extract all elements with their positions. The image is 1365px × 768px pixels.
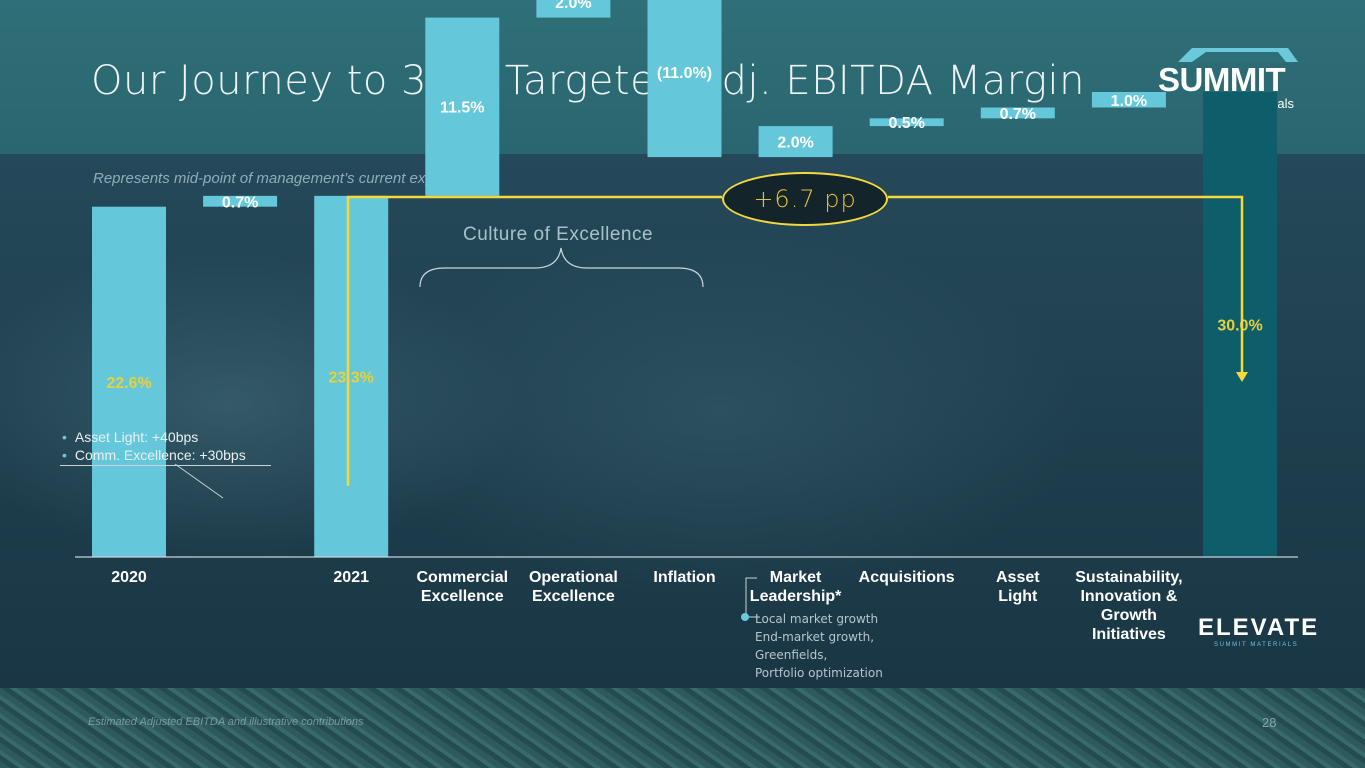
category-label-line: 2020 [111,569,147,586]
category-label: Sustainability, Innovation & Growth Initiat… [1069,568,1189,644]
category-label-line: Commercial [416,569,509,586]
note-item: • Asset Light: +40bps [62,429,199,445]
bar [314,195,389,557]
data-label: 0.7% [222,194,258,211]
bullet-icon: • [62,429,67,445]
category-label-line: Acquisitions [858,569,955,586]
data-label: 2.0% [555,0,591,12]
data-label: 22.6% [106,375,151,392]
category-label-line: Growth [1100,607,1157,624]
market-note: Local market growth [755,612,879,626]
callout-badge: +6.7 pp [722,172,888,226]
category-label-line: Excellence [532,588,615,605]
market-note: Greenfields, [755,648,828,662]
note-list: • Asset Light: +40bps • Comm. Excellence: … [62,428,246,464]
data-label: 30.0% [1217,318,1262,335]
gravel-footer-band [0,688,1365,768]
category-label-line: Initiatives [1091,626,1166,643]
elevate-logo: ELEVATE SUMMIT MATERIALS [1198,614,1320,648]
connector-right [888,195,1244,374]
bars-layer: 22.6% 0.7% 23.3% 11.5% 2.0% (11.0%) 2.0% 0.5% 0.… [92,0,1277,557]
data-label: 2.0% [777,135,813,152]
category-label-line: Excellence [420,588,504,605]
chart-background [0,154,1365,688]
summit-materials-logo: SUMMIT Materials [1158,48,1298,114]
bar [92,206,166,557]
category-label: Acquisitions [847,568,967,587]
note-pointer [174,463,224,499]
category-label-line: Operational [528,569,618,586]
category-label: Market Leadership* [736,568,856,606]
category-label-line: Inflation [653,569,716,586]
connector-left [346,195,722,486]
group-label: Culture of Excellence [463,224,654,245]
bullet-icon: • [62,447,67,463]
category-label: Asset Light [958,568,1078,606]
category-label-line: Asset [996,569,1040,586]
bar [758,126,833,158]
category-label-line: Leadership* [749,588,842,605]
logo-mark-icon [1178,48,1298,62]
category-label: Inflation [625,568,745,587]
culture-brace [419,247,704,288]
note-item: • Comm. Excellence: +30bps [62,447,246,463]
market-note-bracket [745,577,760,618]
market-note: Portfolio optimization [755,666,883,680]
category-label-line: Innovation & [1080,588,1178,605]
bar [536,0,611,18]
data-label: 11.5% [440,100,484,117]
category-label: Commercial Excellence [402,568,522,606]
market-note-dot-icon [741,613,749,621]
data-label: 23.3% [329,369,374,386]
data-label: (11.0%) [657,65,712,82]
bar [425,17,500,196]
market-leadership-notes: Local market growth End-market growth, G… [755,610,883,682]
data-label: 0.5% [888,115,924,132]
elevate-word: ELEVATE [1198,614,1320,641]
category-label-line: Light [998,588,1038,605]
elevate-subtitle: SUMMIT MATERIALS [1214,642,1299,648]
bar [980,107,1055,119]
page-number: 28 [1262,715,1277,730]
bar [869,118,944,127]
page-title: Our Journey to 30% Targeted Adj. EBITDA … [91,58,1085,104]
bar [647,0,722,158]
logo-word: SUMMIT [1158,61,1286,98]
category-label-line: 2021 [333,569,369,586]
category-label: Operational Excellence [513,568,633,606]
data-label: 1.0% [1111,93,1147,110]
category-label-line: Market [769,569,822,586]
chart-subtitle: Represents mid-point of management’s cur… [93,170,494,187]
connector-arrow-icon [1236,372,1248,382]
market-note: End-market growth, [755,630,875,644]
category-label: 2020 [69,568,189,587]
bar [1203,92,1277,557]
footnote: Estimated Adjusted EBITDA and illustrati… [88,716,364,728]
data-label: 0.7% [1000,106,1036,123]
bar [203,195,278,207]
note-divider [60,465,271,466]
bar [1091,92,1166,108]
callout-connector [346,195,1248,486]
category-label-line: Sustainability, [1075,569,1183,586]
category-label: 2021 [291,568,411,587]
